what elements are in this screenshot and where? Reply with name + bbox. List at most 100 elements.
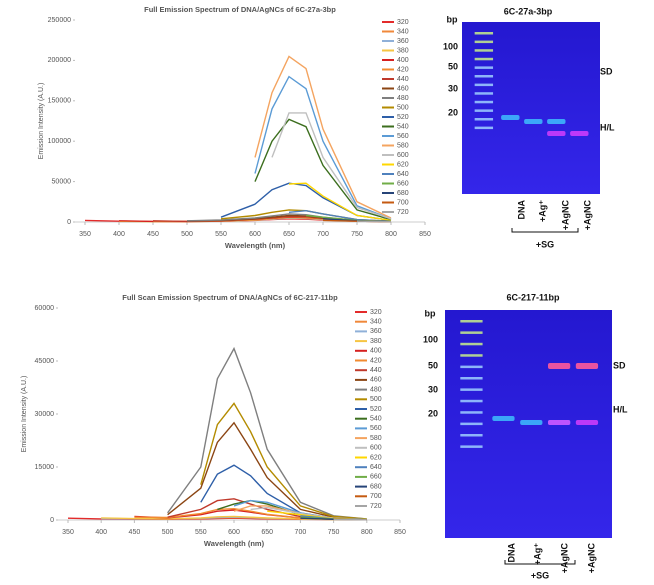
x-tick-label: 400: [113, 231, 125, 238]
ladder-band: [474, 75, 494, 78]
legend-label: 560: [370, 425, 382, 432]
x-tick-label: 700: [317, 231, 329, 238]
sample-band: [547, 420, 571, 425]
x-axis-label: Wavelength (nm): [204, 539, 265, 548]
bracket: [511, 228, 579, 233]
legend-label: 520: [370, 406, 382, 413]
y-tick-label: 150000: [48, 98, 71, 105]
series-line: [254, 75, 392, 220]
gel-image: [462, 22, 600, 194]
series-line: [167, 346, 367, 520]
legend-label: 720: [397, 209, 409, 216]
ladder-band: [474, 109, 494, 112]
lane-label: +AgNC: [582, 200, 592, 231]
legend-label: 640: [370, 464, 382, 471]
legend-label: 320: [397, 19, 409, 26]
y-tick-label: 100000: [48, 138, 71, 145]
ladder-band: [460, 331, 483, 334]
gel-title: 6C-27a-3bp: [504, 6, 553, 16]
legend-label: 540: [397, 123, 409, 130]
y-tick-label: 0: [67, 219, 71, 226]
legend-label: 440: [397, 76, 409, 83]
ladder-band: [474, 32, 494, 35]
x-tick-label: 400: [95, 529, 107, 536]
band-label: H/L: [600, 122, 615, 132]
series-line: [271, 112, 392, 220]
legend-label: 540: [370, 416, 382, 423]
ladder-band: [474, 100, 494, 104]
sample-band: [547, 363, 571, 369]
x-tick-label: 450: [129, 529, 141, 536]
legend-label: 420: [370, 357, 382, 364]
x-tick-label: 600: [228, 529, 240, 536]
legend-label: 500: [370, 396, 382, 403]
y-tick-label: 30000: [35, 411, 55, 418]
lane-label: +AgNC: [559, 543, 569, 574]
x-tick-label: 700: [295, 529, 307, 536]
y-tick-label: 15000: [35, 464, 55, 471]
ladder-band: [474, 126, 494, 130]
legend-label: 460: [397, 85, 409, 92]
chart-title: Full Scan Emission Spectrum of DNA/AgNCs…: [122, 293, 338, 302]
group-label: +SG: [531, 570, 549, 580]
ladder-band: [460, 445, 483, 448]
x-tick-label: 800: [361, 529, 373, 536]
legend-label: 680: [397, 190, 409, 197]
legend-label: 380: [397, 47, 409, 54]
series-line: [356, 220, 392, 223]
band-label: SD: [600, 66, 613, 76]
x-axis-label: Wavelength (nm): [225, 241, 286, 250]
sample-band: [575, 420, 599, 425]
series-line: [288, 182, 392, 222]
gel-unit: bp: [447, 14, 458, 24]
legend-label: 700: [370, 493, 382, 500]
x-tick-label: 450: [147, 231, 159, 238]
x-tick-label: 750: [351, 231, 363, 238]
legend-label: 340: [370, 319, 382, 326]
sample-band: [575, 363, 599, 369]
legend-label: 580: [397, 142, 409, 149]
legend-label: 360: [397, 38, 409, 45]
x-tick-label: 550: [195, 529, 207, 536]
legend-label: 680: [370, 483, 382, 490]
band-label: H/L: [613, 404, 628, 414]
ladder-band: [474, 49, 494, 52]
legend-label: 520: [397, 114, 409, 121]
y-tick-label: 45000: [35, 358, 55, 365]
gel-unit: bp: [425, 308, 436, 318]
x-tick-label: 500: [181, 231, 193, 238]
sample-band: [492, 416, 515, 421]
legend-label: 660: [370, 474, 382, 481]
sample-band: [501, 115, 520, 120]
x-tick-label: 600: [249, 231, 261, 238]
ladder-band: [474, 83, 494, 87]
marker-label: 30: [448, 83, 458, 93]
group-label: +SG: [536, 239, 554, 249]
band-label: SD: [613, 360, 626, 370]
y-tick-label: 200000: [48, 57, 71, 64]
marker-label: 100: [443, 41, 458, 51]
legend-label: 620: [397, 161, 409, 168]
ladder-band: [474, 57, 494, 61]
legend-label: 420: [397, 66, 409, 73]
ladder-band: [460, 434, 483, 437]
ladder-band: [460, 354, 483, 357]
ladder-band: [460, 377, 483, 380]
marker-label: 50: [448, 61, 458, 71]
legend-label: 400: [397, 57, 409, 64]
x-tick-label: 750: [328, 529, 340, 536]
legend-label: 480: [370, 386, 382, 393]
ladder-band: [460, 399, 483, 403]
legend-label: 660: [397, 180, 409, 187]
y-tick-label: 250000: [48, 17, 71, 24]
y-axis-label: Emission Intensity (A.U.): [38, 83, 45, 160]
legend-label: 360: [370, 328, 382, 335]
y-tick-label: 50000: [52, 178, 72, 185]
ladder-band: [460, 388, 483, 391]
sample-band: [570, 131, 589, 136]
x-tick-label: 850: [394, 529, 406, 536]
x-tick-label: 850: [419, 231, 431, 238]
series-line: [200, 402, 367, 520]
marker-label: 20: [428, 408, 438, 418]
